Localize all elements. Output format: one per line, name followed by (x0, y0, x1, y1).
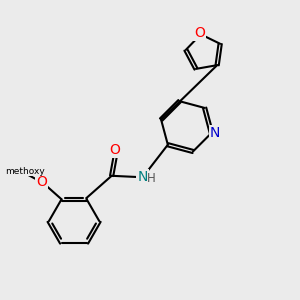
Text: H: H (147, 172, 155, 185)
Text: O: O (194, 26, 205, 40)
Text: methoxy: methoxy (6, 167, 45, 176)
Text: O: O (109, 143, 120, 157)
Text: O: O (36, 176, 47, 189)
Text: N: N (137, 170, 148, 184)
Text: N: N (210, 126, 220, 140)
